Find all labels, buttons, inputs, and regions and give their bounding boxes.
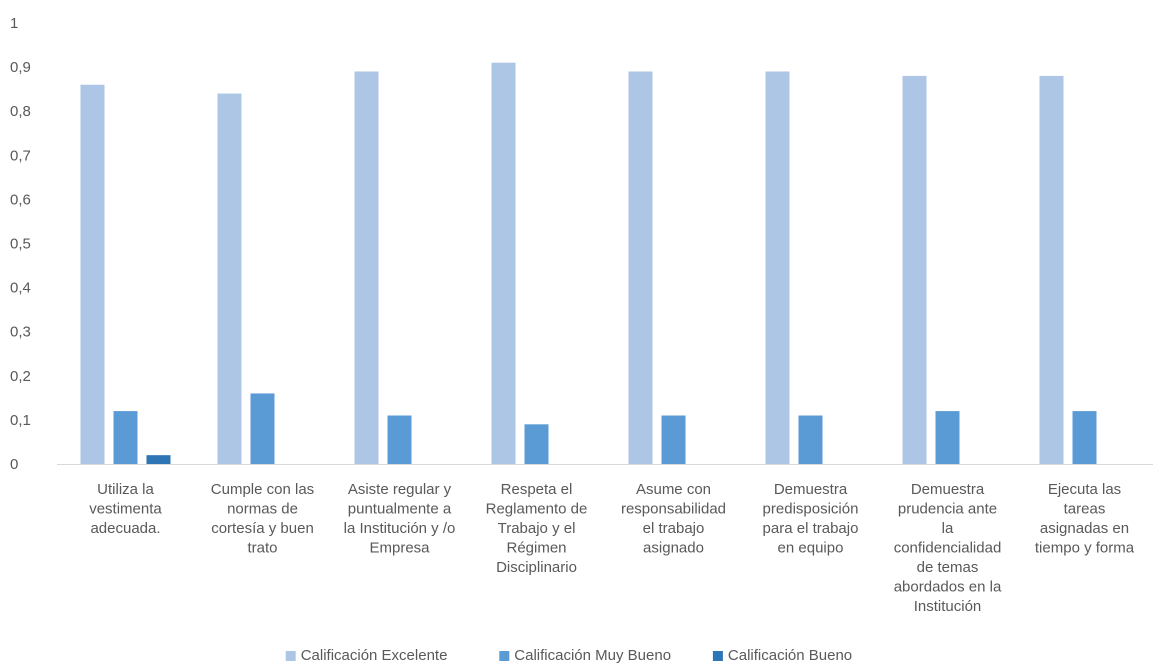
bar [902,75,927,465]
bar [217,93,242,464]
y-tick-label: 0 [10,456,18,473]
bar [1072,411,1097,464]
legend-item: Calificación Bueno [712,647,852,664]
legend-swatch [499,651,510,661]
bar [146,455,171,464]
y-tick-label: 1 [10,15,18,32]
bar [387,415,412,464]
bar [798,415,823,464]
bar [661,415,686,464]
legend: Calificación Excelente Calificación Muy B… [285,647,852,664]
legend-label: Calificación Bueno [728,647,852,664]
y-tick-label: 0,1 [10,412,31,429]
legend-swatch [285,651,296,661]
y-axis: 0 0,1 0,2 0,3 0,4 0,5 0,6 0,7 0,8 0,9 1 [10,15,31,473]
x-category-label: Asume con responsabilidad el trabajo asigna… [621,481,726,557]
y-tick-label: 0,8 [10,103,31,120]
bar [113,411,138,464]
x-category-label: Utiliza la vestimenta adecuada. [89,481,162,537]
legend-label: Calificación Excelente [301,647,448,664]
y-tick-label: 0,2 [10,368,31,385]
x-category-label: Cumple con las normas de cortesía y buen tr… [211,481,314,557]
legend-swatch [712,651,723,661]
y-tick-label: 0,3 [10,324,31,341]
y-tick-label: 0,5 [10,236,31,253]
x-category-label: Demuestra predisposición para el trabajo en… [763,481,859,557]
x-category-label: Demuestra prudencia ante la confidencialida… [894,481,1002,615]
y-tick-label: 0,9 [10,59,31,76]
x-category-label: Ejecuta las tareas asignadas en tiempo y fo… [1035,481,1135,557]
x-category-label: Respeta el Reglamento de Trabajo y el Régim… [486,481,588,576]
legend-label: Calificación Muy Bueno [514,647,671,664]
bar [524,424,549,464]
bar [1039,75,1064,465]
y-tick-label: 0,6 [10,191,31,208]
bar [80,84,105,465]
bar [354,71,379,464]
bar [628,71,653,464]
bar [765,71,790,464]
bar [491,62,516,464]
bar [935,411,960,464]
y-tick-label: 0,4 [10,280,31,297]
bar-area [80,62,1097,465]
x-category-label: Asiste regular y puntualmente a la Institu… [344,481,456,557]
bar [250,393,275,464]
y-tick-label: 0,7 [10,147,31,164]
x-axis: Utiliza la vestimenta adecuada. Cumple con … [89,481,1135,615]
legend-item: Calificación Excelente [285,647,448,664]
legend-item: Calificación Muy Bueno [499,647,671,664]
